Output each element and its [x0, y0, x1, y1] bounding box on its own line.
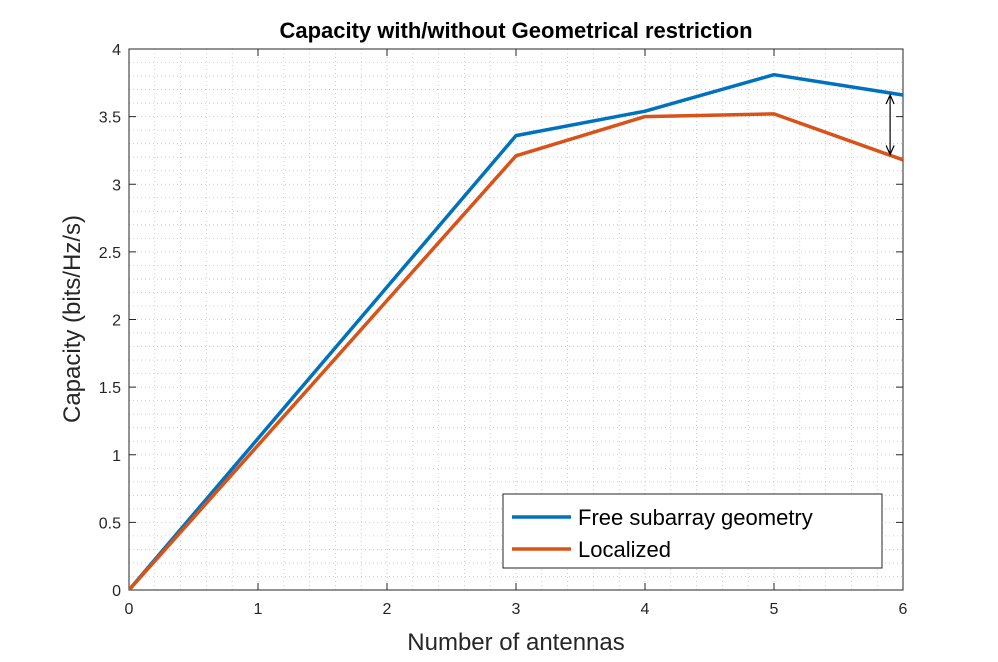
y-tick-label: 1.5 — [99, 380, 121, 397]
y-tick-label: 1 — [112, 448, 121, 465]
series-line-localized — [129, 112, 903, 590]
x-tick-label: 2 — [383, 601, 392, 618]
x-tick-label: 3 — [512, 601, 521, 618]
y-tick-label: 4 — [112, 42, 121, 59]
double-arrow-annotation — [885, 93, 895, 156]
legend: Free subarray geometry Localized — [502, 493, 883, 569]
annotation-layer — [885, 93, 895, 156]
x-tick-label: 1 — [254, 601, 263, 618]
y-tick-label: 0 — [112, 583, 121, 600]
x-tick-label: 6 — [899, 601, 908, 618]
y-tick-label: 2.5 — [99, 245, 121, 262]
x-tick-label: 4 — [641, 601, 650, 618]
y-tick-label: 0.5 — [99, 515, 121, 532]
x-axis-title: Number of antennas — [407, 629, 624, 656]
x-tick-label: 0 — [125, 601, 134, 618]
legend-label-localized: Localized — [578, 537, 671, 562]
axes — [128, 48, 904, 591]
legend-label-free-subarray-geometry: Free subarray geometry — [578, 505, 813, 530]
tick-labels: 0 1 2 3 4 5 6 0 0.5 1 1.5 2 2.5 3 3.5 4 — [99, 42, 908, 618]
series-line-free-subarray-geometry — [129, 72, 903, 590]
legend-box — [502, 493, 883, 569]
series-layer — [129, 72, 903, 590]
y-tick-label: 2 — [112, 313, 121, 330]
y-tick-label: 3.5 — [99, 110, 121, 127]
grid — [129, 49, 903, 590]
y-tick-label: 3 — [112, 177, 121, 194]
x-tick-label: 5 — [770, 601, 779, 618]
chart-title: Capacity with/without Geometrical restri… — [279, 18, 752, 43]
y-axis-title: Capacity (bits/Hz/s) — [59, 215, 86, 423]
